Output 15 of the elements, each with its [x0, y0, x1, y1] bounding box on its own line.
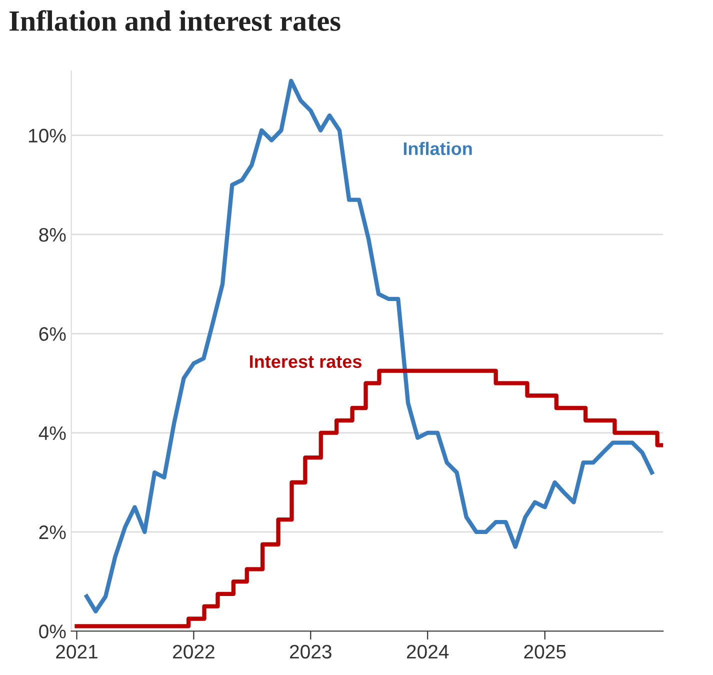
y-tick-label: 10% [29, 128, 66, 143]
series-label: Interest rates [250, 355, 362, 368]
x-tick-label: 2023 [290, 644, 332, 659]
x-tick-label: 2021 [56, 644, 98, 659]
y-tick-label: 8% [39, 228, 66, 242]
y-tick-label: 2% [39, 525, 66, 540]
y-tick-label: 4% [38, 426, 66, 440]
text: Inflation [404, 142, 472, 156]
y-tick-label: 6% [39, 327, 66, 341]
x-tick-label: 2022 [173, 644, 214, 659]
line-series [84, 78, 654, 614]
x-tick-label: 2024 [406, 644, 449, 659]
chart-title: Inflation and interest rates [10, 10, 340, 31]
x-tick-label: 2025 [524, 644, 566, 659]
y-tick-label: 0% [39, 624, 66, 638]
